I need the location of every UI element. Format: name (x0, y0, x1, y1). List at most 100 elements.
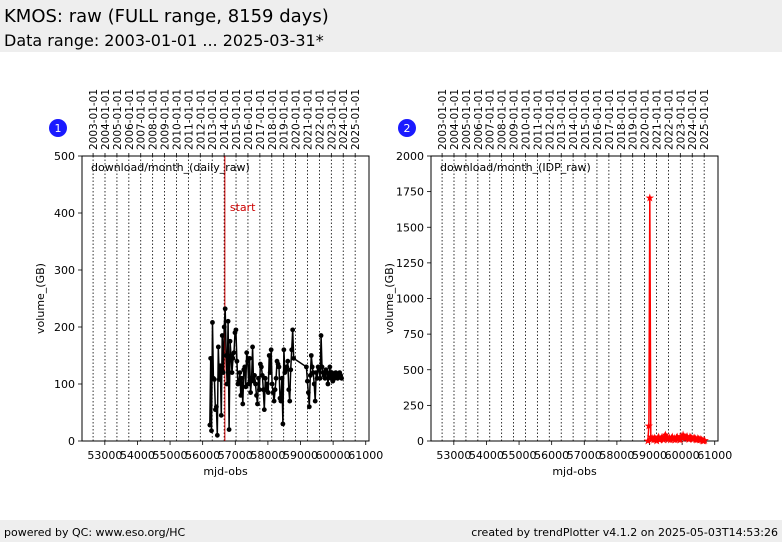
data-point: ★ (666, 432, 676, 445)
footer-credit: powered by QC: www.eso.org/HC (4, 526, 186, 539)
top-date-label: 2025-01-01 (350, 89, 362, 150)
y-tick-label: 500 (54, 150, 75, 163)
data-point: ★ (684, 433, 694, 446)
data-point: ★ (652, 434, 662, 447)
data-point (290, 327, 296, 333)
data-point: ★ (650, 431, 660, 444)
page-subtitle: Data range: 2003-01-01 ... 2025-03-31* (4, 31, 324, 50)
data-point (286, 387, 292, 393)
data-point: ★ (662, 431, 672, 444)
data-point: ★ (667, 431, 677, 444)
data-point: ★ (657, 431, 667, 444)
x-tick-label: 59000 (632, 449, 667, 462)
top-date-label: 2018-01-01 (616, 89, 628, 150)
data-point (273, 375, 279, 381)
data-point: ★ (643, 434, 653, 447)
x-tick-label: 56000 (534, 449, 569, 462)
top-date-label: 2013-01-01 (207, 89, 219, 150)
data-point: ★ (663, 433, 673, 446)
y-tick-label: 1000 (396, 293, 424, 306)
data-point (248, 390, 254, 395)
data-point: ★ (695, 434, 705, 447)
data-point (210, 320, 215, 325)
x-tick-label: 54000 (469, 449, 504, 462)
data-point (339, 375, 345, 381)
chart-badge-label: 2 (404, 122, 411, 135)
data-point: ★ (654, 431, 664, 444)
x-tick-label: 59000 (283, 449, 318, 462)
y-tick-label: 100 (54, 378, 75, 391)
x-tick-label: 60000 (316, 449, 351, 462)
data-point: ★ (659, 434, 669, 447)
data-point (262, 375, 268, 381)
top-date-label: 2023-01-01 (675, 89, 687, 150)
data-point: ★ (656, 433, 666, 446)
data-point (256, 375, 261, 381)
x-tick-label: 54000 (120, 449, 155, 462)
data-point (279, 375, 285, 381)
y-tick-label: 1250 (396, 257, 424, 270)
top-date-label: 2016-01-01 (592, 89, 604, 150)
footer-timestamp: created by trendPlotter v4.1.2 on 2025-0… (471, 526, 778, 539)
plot-title: download/month_(daily_raw) (91, 161, 250, 174)
x-tick-label: 58000 (599, 449, 634, 462)
data-point (225, 318, 231, 324)
data-point: ★ (680, 432, 690, 445)
top-date-label: 2013-01-01 (556, 89, 568, 150)
data-point (303, 364, 309, 370)
data-point (265, 390, 271, 395)
data-point (285, 358, 291, 364)
top-date-label: 2005-01-01 (461, 89, 473, 150)
data-point: ★ (658, 432, 668, 445)
top-date-label: 2012-01-01 (544, 89, 556, 150)
data-point: ★ (661, 429, 671, 442)
data-point: ★ (673, 433, 683, 446)
data-point (222, 306, 228, 312)
data-point: ★ (694, 433, 704, 446)
data-point (268, 347, 274, 353)
top-date-label: 2021-01-01 (303, 89, 315, 150)
data-point: ★ (681, 431, 691, 444)
data-point: ★ (691, 433, 701, 446)
data-point: ★ (660, 430, 670, 443)
x-axis-label: mjd-obs (552, 465, 597, 478)
top-date-label: 2010-01-01 (171, 89, 183, 150)
data-point: ★ (687, 432, 697, 445)
data-point (266, 353, 272, 358)
chart-badge (398, 119, 416, 137)
top-date-label: 2022-01-01 (314, 89, 326, 150)
top-date-label: 2021-01-01 (652, 89, 664, 150)
top-date-label: 2010-01-01 (520, 89, 532, 150)
data-point (237, 370, 243, 375)
data-point (229, 370, 235, 375)
top-date-label: 2017-01-01 (255, 89, 267, 150)
top-date-label: 2012-01-01 (195, 89, 207, 150)
data-point (327, 364, 333, 370)
charts-area: 1 2003-01-01 2004-01-01 2005-01-01 2006-01-0… (34, 89, 732, 478)
data-point (319, 364, 325, 370)
data-point: ★ (679, 431, 689, 444)
data-point (312, 398, 318, 404)
top-date-label: 2006-01-01 (473, 89, 485, 150)
data-point (253, 381, 258, 387)
data-point (318, 333, 324, 338)
data-point (272, 387, 278, 393)
y-tick-label: 400 (54, 207, 75, 220)
data-point: ★ (693, 432, 703, 445)
data-point (214, 432, 220, 438)
data-point: ★ (665, 434, 675, 447)
x-tick-label: 58000 (250, 449, 285, 462)
top-date-label: 2014-01-01 (219, 89, 231, 150)
top-date-label: 2020-01-01 (291, 89, 303, 150)
x-tick-label: 55000 (502, 449, 537, 462)
data-point: ★ (698, 434, 708, 447)
data-point (284, 364, 290, 370)
data-point (317, 375, 323, 381)
data-point: ★ (696, 433, 706, 446)
chart-badge (49, 119, 67, 137)
data-point (233, 327, 239, 333)
data-point (281, 347, 287, 353)
data-point: ★ (686, 431, 696, 444)
data-point (271, 398, 277, 404)
y-tick-label: 500 (403, 364, 424, 377)
